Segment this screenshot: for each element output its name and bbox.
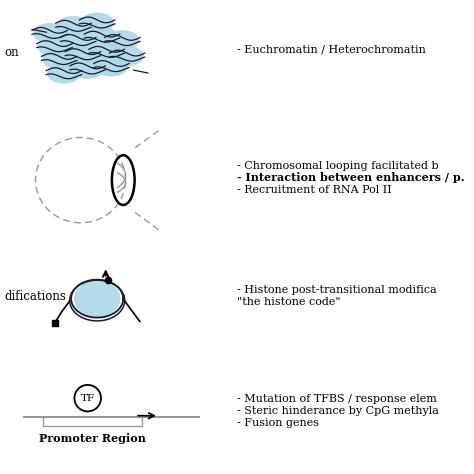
Ellipse shape	[48, 64, 80, 83]
Ellipse shape	[106, 31, 138, 50]
Text: on: on	[5, 46, 19, 59]
Ellipse shape	[111, 46, 143, 65]
Text: - Chromosomal looping facilitated b: - Chromosomal looping facilitated b	[237, 161, 438, 171]
Ellipse shape	[72, 59, 104, 78]
Text: - Steric hinderance by CpG methyla: - Steric hinderance by CpG methyla	[237, 406, 439, 416]
Text: - Histone post-transitional modifica: - Histone post-transitional modifica	[237, 285, 437, 295]
Text: - Fusion genes: - Fusion genes	[237, 418, 319, 428]
Text: difications: difications	[5, 290, 67, 303]
Ellipse shape	[86, 27, 118, 46]
Ellipse shape	[34, 24, 66, 43]
Text: - Interaction between enhancers / p.: - Interaction between enhancers / p.	[237, 172, 465, 183]
Ellipse shape	[67, 45, 99, 64]
Text: Promoter Region: Promoter Region	[39, 433, 146, 444]
Text: - Recruitment of RNA Pol II: - Recruitment of RNA Pol II	[237, 184, 392, 195]
Text: "the histone code": "the histone code"	[237, 297, 341, 308]
Ellipse shape	[43, 50, 75, 69]
Ellipse shape	[91, 43, 123, 62]
Ellipse shape	[57, 17, 90, 36]
Text: - Mutation of TFBS / response elem: - Mutation of TFBS / response elem	[237, 394, 437, 404]
Ellipse shape	[38, 37, 71, 56]
Text: TF: TF	[81, 394, 95, 402]
Ellipse shape	[62, 31, 94, 50]
Ellipse shape	[74, 281, 119, 317]
Ellipse shape	[81, 13, 113, 32]
Text: - Euchromatin / Heterochromatin: - Euchromatin / Heterochromatin	[237, 45, 426, 55]
Ellipse shape	[95, 57, 128, 76]
